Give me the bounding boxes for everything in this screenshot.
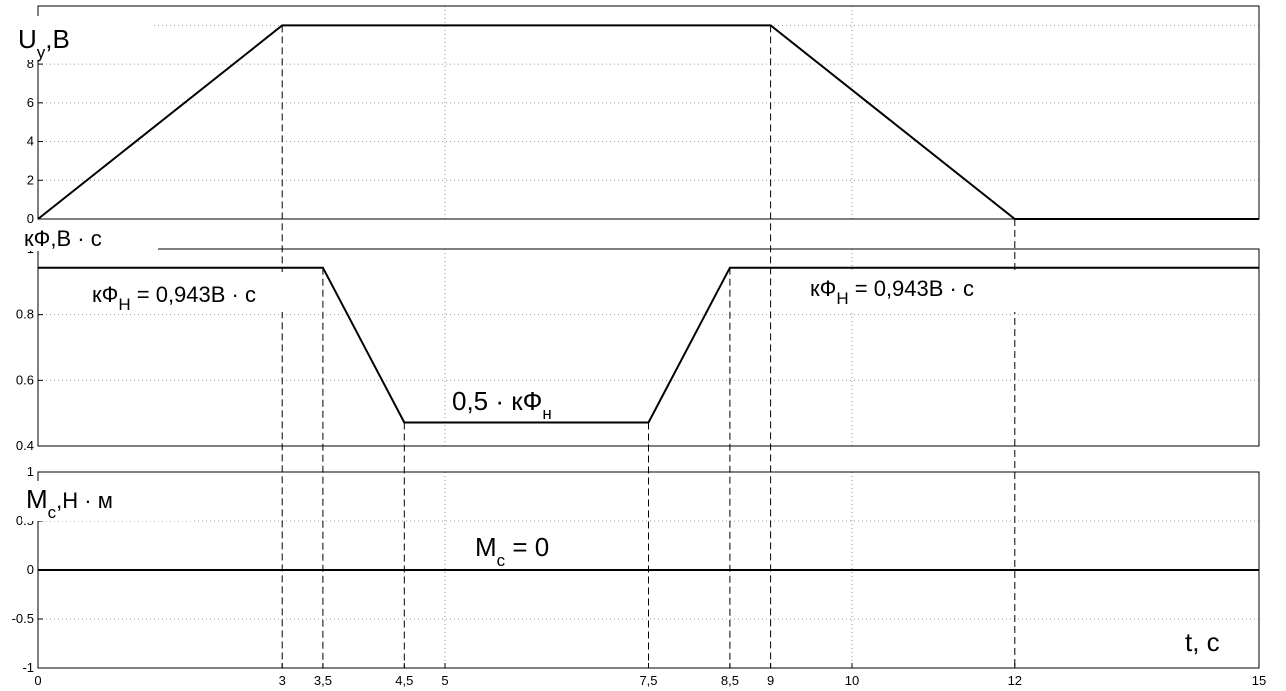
y-tick-label: 0.4 <box>16 438 34 453</box>
x-tick-label: 7,5 <box>639 673 657 688</box>
p2-ann1-bg <box>88 272 303 312</box>
x-axis-label: t, с <box>1185 627 1220 657</box>
drop-lines <box>281 25 1016 668</box>
y-tick-label: 4 <box>27 134 34 149</box>
x-tick-label: 3 <box>279 673 286 688</box>
p2-label-bg <box>18 225 158 251</box>
p1-ylabel: Uу,В <box>18 24 70 62</box>
x-tick-label: 5 <box>441 673 448 688</box>
x-tick-label: 3,5 <box>314 673 332 688</box>
x-tick-label: 9 <box>767 673 774 688</box>
y-tick-label: 0.8 <box>16 307 34 322</box>
p2-annotation-left: кФН = 0,943В · с <box>92 282 256 314</box>
y-tick-label: 6 <box>27 95 34 110</box>
tick-labels: 02468100.40.60.81-1-0.500.51033,54,557,5… <box>12 17 1267 688</box>
x-tick-label: 4,5 <box>395 673 413 688</box>
y-tick-label: 0 <box>27 211 34 226</box>
y-tick-label: 1 <box>27 464 34 479</box>
y-tick-label: 2 <box>27 172 34 187</box>
p2-ann2-bg <box>806 272 1028 312</box>
series-line <box>37 24 1259 220</box>
y-tick-label: 0.6 <box>16 372 34 387</box>
y-tick-label: 0 <box>27 562 34 577</box>
axes-frame <box>37 248 1260 447</box>
p2-ann3-bg <box>450 382 588 418</box>
p2-ylabel: кФ,В · с <box>24 226 102 251</box>
series-layer <box>37 24 1259 571</box>
series-line <box>38 266 1259 424</box>
y-tick-label: 8 <box>27 56 34 71</box>
p2-annotation-mid: 0,5 · кФн <box>452 386 552 423</box>
y-tick-label: -1 <box>22 660 34 675</box>
x-tick-label: 15 <box>1252 673 1266 688</box>
y-tick-label: -0.5 <box>12 611 34 626</box>
p1-label-bg <box>12 16 152 60</box>
p3-ylabel: Мс,Н · м <box>26 484 113 522</box>
p2-annotation-right: кФН = 0,943В · с <box>810 276 974 308</box>
p3-annotation: Мс = 0 <box>475 532 549 570</box>
x-tick-label: 12 <box>1008 673 1022 688</box>
x-tick-label: 0 <box>34 673 41 688</box>
x-tick-label: 10 <box>845 673 859 688</box>
x-tick-label: 8,5 <box>721 673 739 688</box>
p3-label-bg <box>22 481 192 521</box>
axes-frame <box>37 5 1260 220</box>
